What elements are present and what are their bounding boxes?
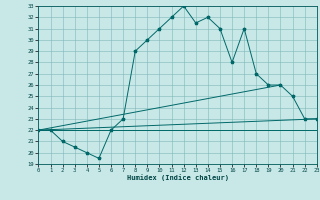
X-axis label: Humidex (Indice chaleur): Humidex (Indice chaleur) [127,175,228,181]
